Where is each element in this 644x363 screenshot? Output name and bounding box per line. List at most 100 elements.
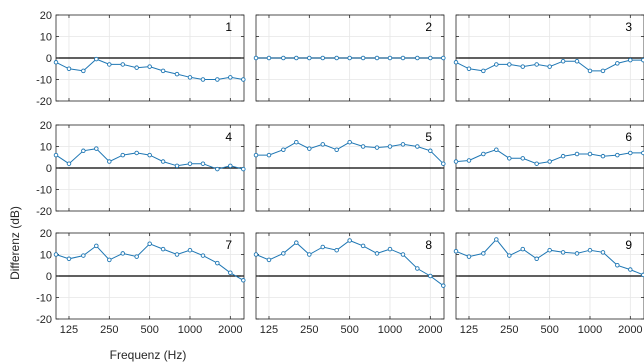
- data-point: [66, 66, 72, 71]
- data-point: [320, 244, 326, 250]
- plot-frame: [455, 14, 644, 102]
- data-point: [228, 75, 233, 80]
- data-point: [53, 252, 59, 257]
- data-point: [174, 252, 180, 257]
- data-point: [560, 250, 566, 255]
- plot-frame: [255, 232, 445, 320]
- data-point: [160, 159, 166, 164]
- x-tick-label: 500: [140, 324, 158, 336]
- x-tick-label: 1000: [178, 324, 202, 336]
- data-point: [615, 263, 620, 268]
- data-point: [494, 62, 499, 67]
- data-point: [187, 161, 193, 166]
- data-point: [266, 152, 272, 158]
- data-point: [294, 240, 299, 245]
- data-point: [94, 56, 99, 62]
- data-point: [400, 252, 406, 257]
- data-point: [334, 247, 339, 253]
- data-point: [215, 260, 220, 266]
- data-point: [415, 55, 420, 61]
- data-point: [587, 68, 593, 74]
- data-point: [374, 55, 380, 61]
- data-point: [281, 251, 286, 256]
- data-point: [200, 161, 206, 166]
- x-tick-label: 250: [500, 324, 518, 336]
- data-point: [374, 251, 380, 256]
- data-point: [453, 159, 459, 164]
- y-tick-label: -20: [36, 314, 52, 326]
- data-point: [534, 161, 539, 166]
- data-point: [428, 148, 433, 154]
- y-tick-label: 20: [40, 120, 52, 132]
- data-point: [507, 156, 512, 161]
- panel-number-label: 7: [225, 238, 232, 252]
- data-point: [387, 144, 393, 149]
- data-point: [547, 159, 552, 164]
- data-point: [494, 147, 499, 152]
- plot-frame: [255, 124, 445, 212]
- panel-4: 4 -20 -10 0 10 20: [36, 120, 246, 218]
- data-point: [347, 238, 352, 243]
- panel-number-label: 4: [225, 130, 232, 144]
- data-point: [466, 158, 472, 163]
- data-point: [360, 55, 366, 61]
- panel-9: 9 125 250 500 1000 2000: [453, 232, 644, 336]
- data-point: [53, 152, 59, 158]
- plot-frame: [55, 232, 245, 320]
- data-point: [547, 64, 552, 69]
- data-point: [574, 151, 580, 157]
- data-point: [441, 283, 446, 288]
- data-point: [400, 55, 406, 61]
- data-point: [415, 266, 420, 271]
- x-tick-label: 250: [100, 324, 118, 336]
- data-point: [441, 161, 446, 166]
- data-point: [428, 273, 433, 279]
- data-point: [587, 247, 593, 253]
- y-tick-label: 10: [40, 32, 52, 44]
- x-tick-label: 500: [340, 324, 358, 336]
- data-point: [228, 163, 233, 169]
- data-point: [120, 251, 126, 256]
- y-tick-label: 0: [46, 271, 52, 283]
- data-point: [347, 139, 352, 145]
- data-point: [520, 64, 526, 69]
- data-point: [253, 252, 259, 257]
- data-point: [160, 68, 166, 74]
- data-point: [334, 147, 339, 152]
- data-point: [134, 254, 139, 259]
- data-point: [374, 145, 380, 150]
- data-point: [520, 156, 526, 161]
- data-point: [534, 256, 539, 262]
- data-point: [628, 57, 633, 63]
- data-point: [453, 60, 459, 65]
- data-point: [174, 71, 180, 77]
- data-point: [94, 146, 99, 151]
- data-point: [481, 251, 486, 256]
- data-point: [428, 55, 433, 61]
- data-point: [574, 251, 580, 256]
- x-tick-label: 250: [300, 324, 318, 336]
- data-point: [107, 257, 112, 263]
- y-tick-label: 20: [40, 228, 52, 240]
- data-point: [281, 147, 286, 152]
- data-point: [241, 166, 246, 172]
- data-point: [81, 253, 86, 258]
- data-point: [53, 60, 59, 65]
- data-point: [547, 247, 552, 253]
- data-point: [481, 68, 486, 74]
- panel-number-label: 8: [425, 238, 432, 252]
- data-point: [307, 146, 312, 151]
- data-point: [494, 237, 499, 242]
- data-point: [360, 243, 366, 249]
- data-point: [415, 144, 420, 149]
- data-point: [241, 77, 246, 82]
- data-point: [507, 253, 512, 258]
- data-point: [147, 152, 152, 158]
- data-point: [134, 65, 139, 70]
- x-tick-label: 500: [540, 324, 558, 336]
- data-point: [600, 153, 606, 159]
- data-point: [120, 62, 126, 67]
- plot-frame: [455, 124, 644, 212]
- data-point: [466, 254, 472, 259]
